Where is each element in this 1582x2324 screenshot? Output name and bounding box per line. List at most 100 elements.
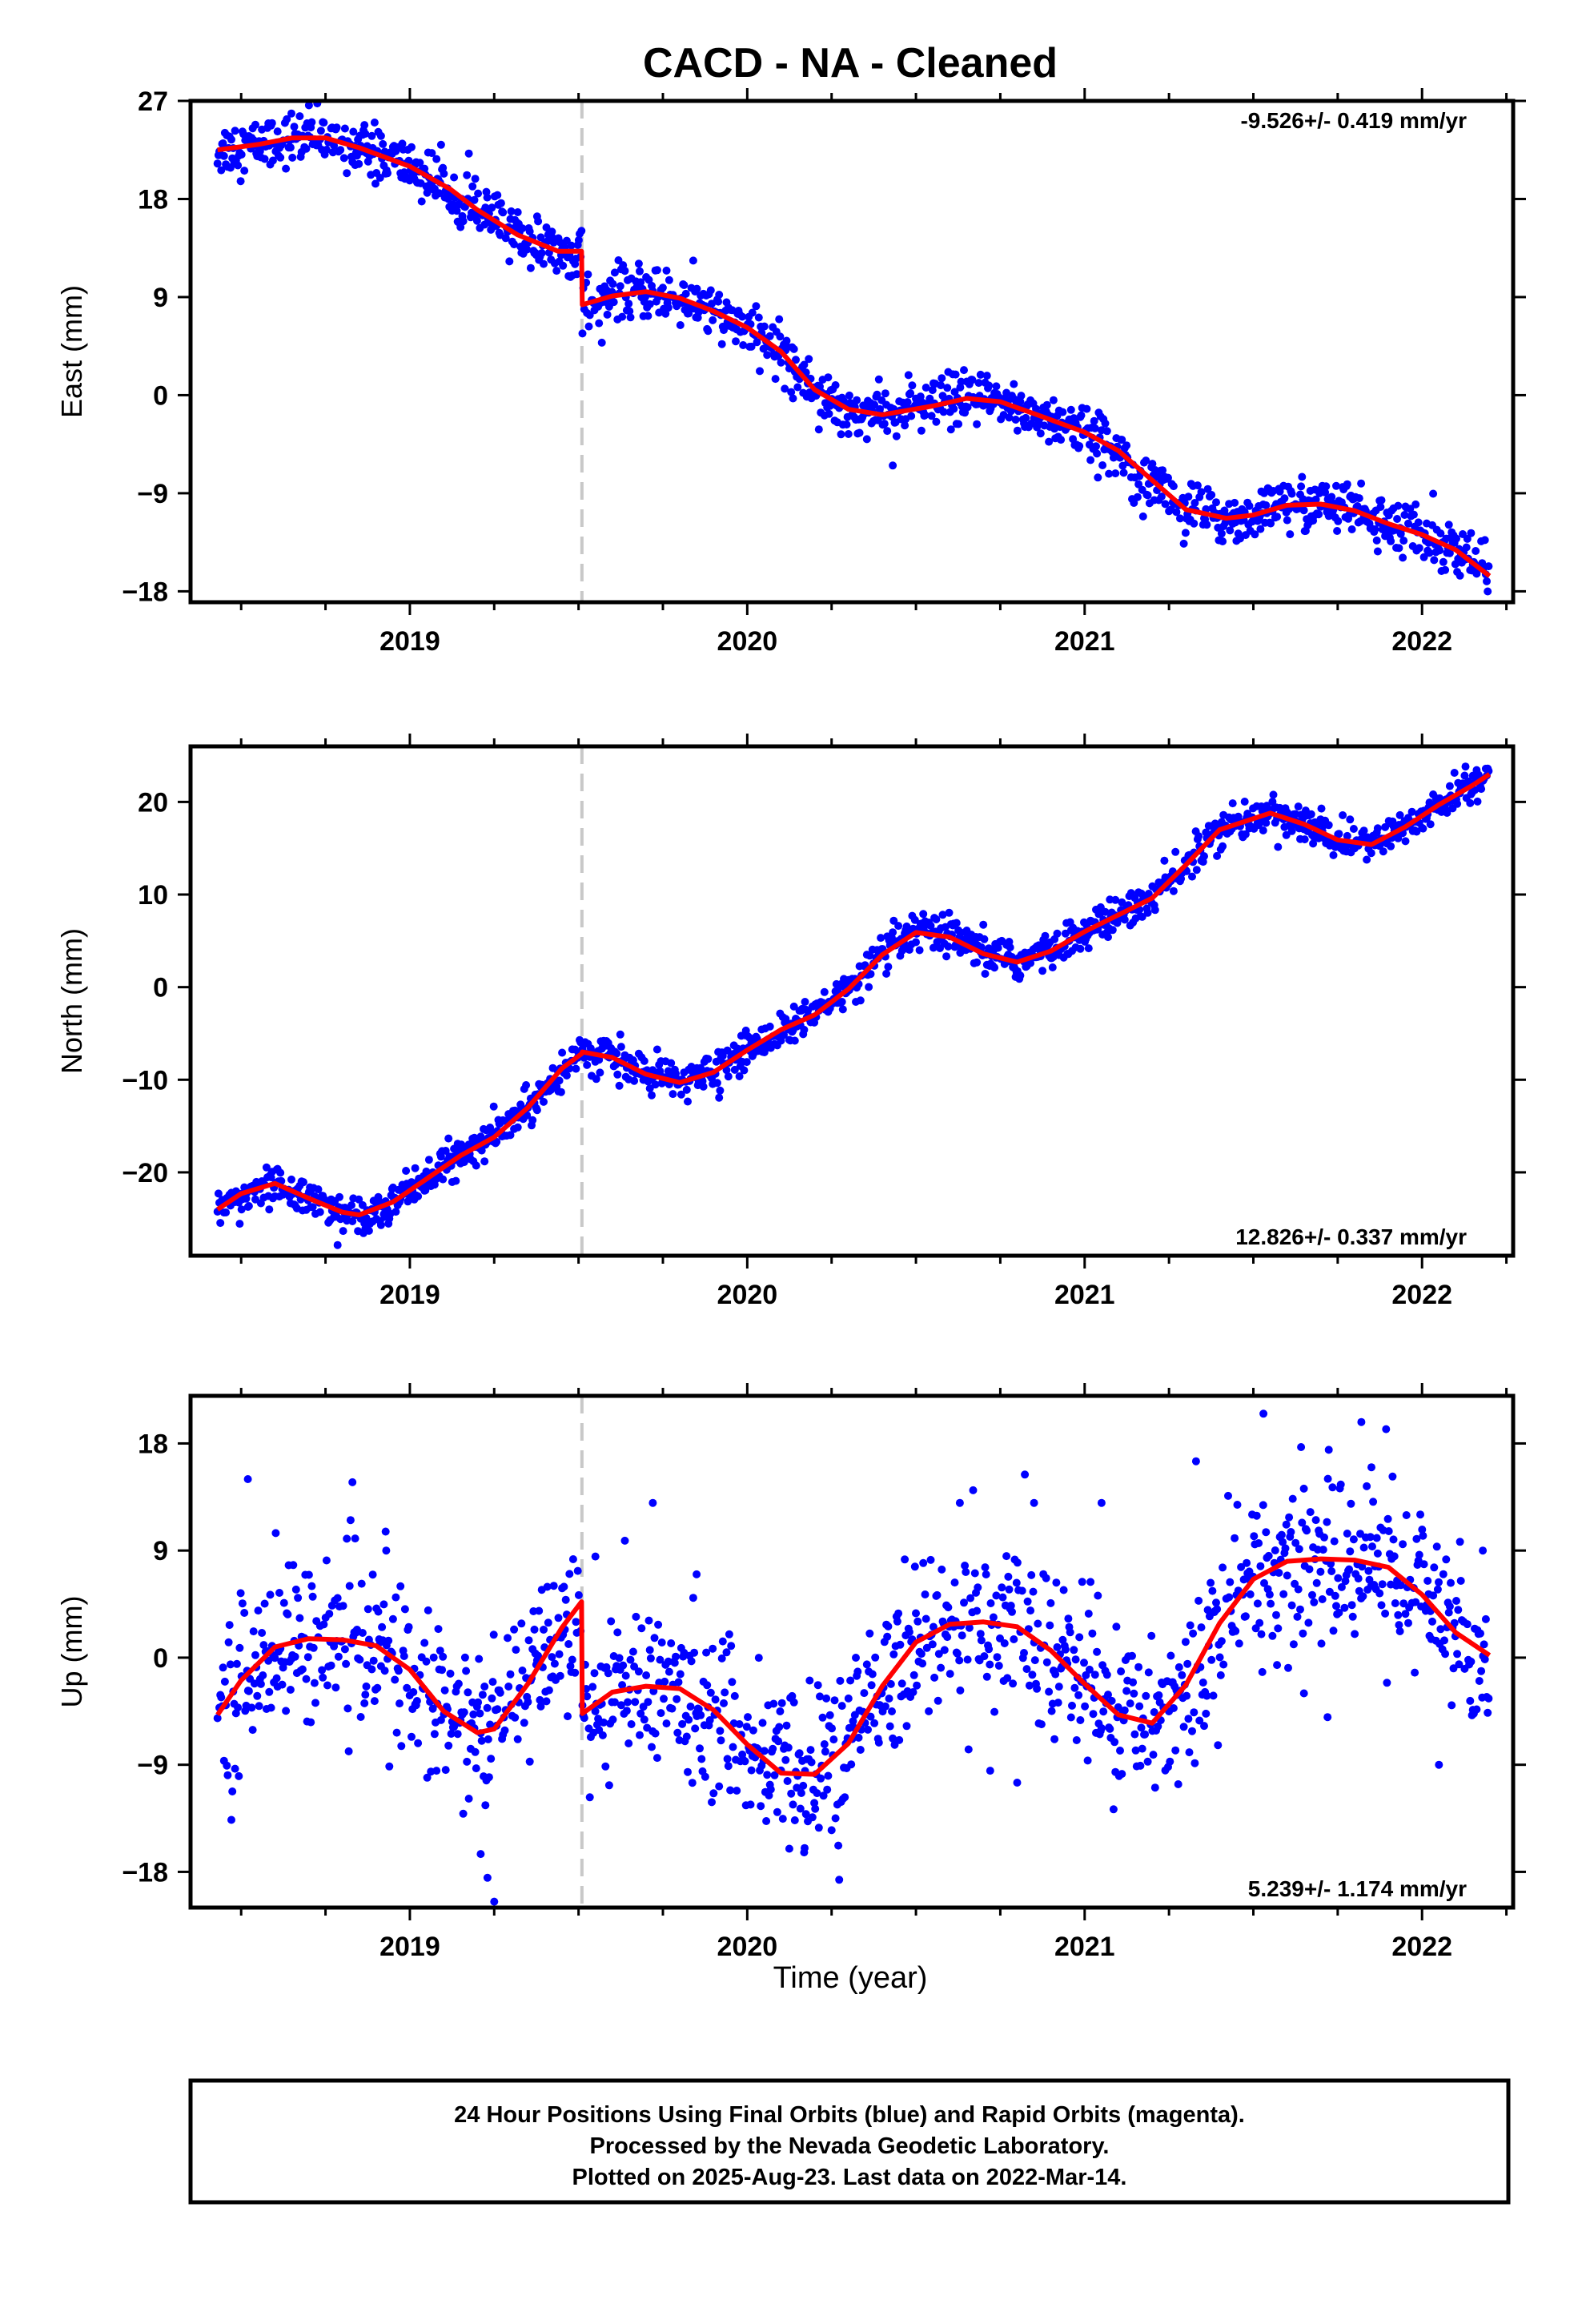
data-point: [961, 1562, 970, 1570]
data-point: [630, 1076, 639, 1085]
data-point: [276, 153, 285, 162]
data-point: [795, 1749, 804, 1758]
data-point: [946, 425, 955, 434]
data-point: [219, 1663, 227, 1672]
data-point: [307, 1582, 316, 1590]
data-point: [231, 1764, 239, 1773]
data-point: [1318, 1595, 1327, 1603]
data-point: [1195, 1716, 1204, 1725]
data-point: [834, 1841, 843, 1850]
data-point: [510, 1625, 519, 1634]
data-point: [919, 910, 928, 919]
data-point: [268, 156, 277, 165]
data-point: [592, 1075, 600, 1084]
data-point: [1213, 851, 1222, 860]
data-point: [682, 1085, 691, 1094]
data-point: [256, 1679, 265, 1688]
data-point: [715, 291, 724, 299]
data-point: [1188, 872, 1196, 881]
data-point: [693, 1570, 701, 1578]
data-point: [697, 1755, 706, 1763]
data-point: [1359, 1592, 1367, 1601]
data-point: [340, 124, 349, 133]
data-point: [504, 1683, 513, 1691]
data-point: [717, 340, 726, 348]
data-point: [1166, 1651, 1175, 1660]
data-point: [289, 1561, 298, 1570]
data-point: [1367, 849, 1375, 858]
data-point: [636, 1709, 645, 1718]
data-point: [392, 1728, 401, 1737]
data-point: [1328, 1483, 1337, 1492]
data-point: [416, 159, 424, 167]
data-point: [1463, 534, 1472, 543]
data-point: [534, 217, 543, 226]
data-point: [1005, 1585, 1014, 1594]
data-point: [1349, 1535, 1358, 1544]
data-point: [290, 123, 299, 131]
data-point: [1462, 543, 1471, 552]
data-point: [1200, 852, 1208, 861]
data-point: [921, 384, 930, 392]
data-point: [501, 234, 510, 243]
data-point: [573, 1566, 582, 1575]
data-point: [448, 200, 457, 209]
plot-frame: [188, 744, 1516, 1258]
data-point: [929, 943, 938, 952]
data-point: [709, 316, 717, 324]
data-point: [331, 1683, 340, 1692]
data-point: [492, 1137, 501, 1146]
data-point: [854, 1733, 863, 1742]
data-point: [219, 151, 228, 160]
data-point: [477, 1146, 486, 1155]
data-point: [897, 1679, 906, 1688]
data-point: [837, 1702, 846, 1711]
data-point: [799, 1781, 808, 1790]
data-point: [577, 227, 586, 235]
data-point: [986, 1660, 994, 1669]
data-point: [340, 1645, 349, 1654]
data-point: [417, 197, 426, 206]
data-point: [1086, 1578, 1095, 1586]
data-point: [1158, 466, 1167, 475]
data-point: [704, 1055, 713, 1063]
data-point: [408, 143, 416, 151]
data-point: [894, 1609, 903, 1618]
data-point: [1241, 830, 1250, 838]
data-point: [1411, 1598, 1420, 1606]
data-point: [1390, 1552, 1399, 1561]
data-point: [522, 1081, 531, 1089]
data-point: [1012, 1578, 1021, 1587]
data-point: [1319, 1546, 1327, 1554]
data-point: [821, 1747, 829, 1756]
data-point: [1294, 802, 1303, 811]
data-point: [889, 1650, 898, 1659]
data-point: [1453, 1650, 1462, 1659]
data-point: [534, 1651, 543, 1660]
data-point: [1373, 547, 1382, 556]
data-point: [506, 1670, 515, 1679]
data-point: [1456, 571, 1464, 580]
data-point: [1042, 1574, 1050, 1582]
data-point: [361, 130, 370, 138]
data-point: [1406, 505, 1415, 513]
data-point: [216, 1219, 225, 1228]
data-point: [1154, 1722, 1162, 1731]
data-point: [1347, 525, 1356, 533]
data-point: [820, 1740, 829, 1748]
data-point: [428, 149, 436, 158]
data-point: [378, 1622, 387, 1631]
data-point: [1368, 1542, 1376, 1551]
data-point: [674, 1678, 683, 1687]
x-tick-label: 2019: [379, 626, 440, 657]
data-point: [1453, 799, 1462, 808]
data-point: [882, 969, 891, 978]
data-point: [747, 1766, 756, 1775]
data-point: [689, 256, 697, 265]
data-point: [1399, 537, 1408, 545]
data-point: [1475, 1677, 1484, 1685]
data-point: [992, 1591, 1001, 1600]
data-point: [476, 1709, 484, 1718]
data-point: [447, 1730, 456, 1738]
data-point: [1099, 1707, 1108, 1716]
